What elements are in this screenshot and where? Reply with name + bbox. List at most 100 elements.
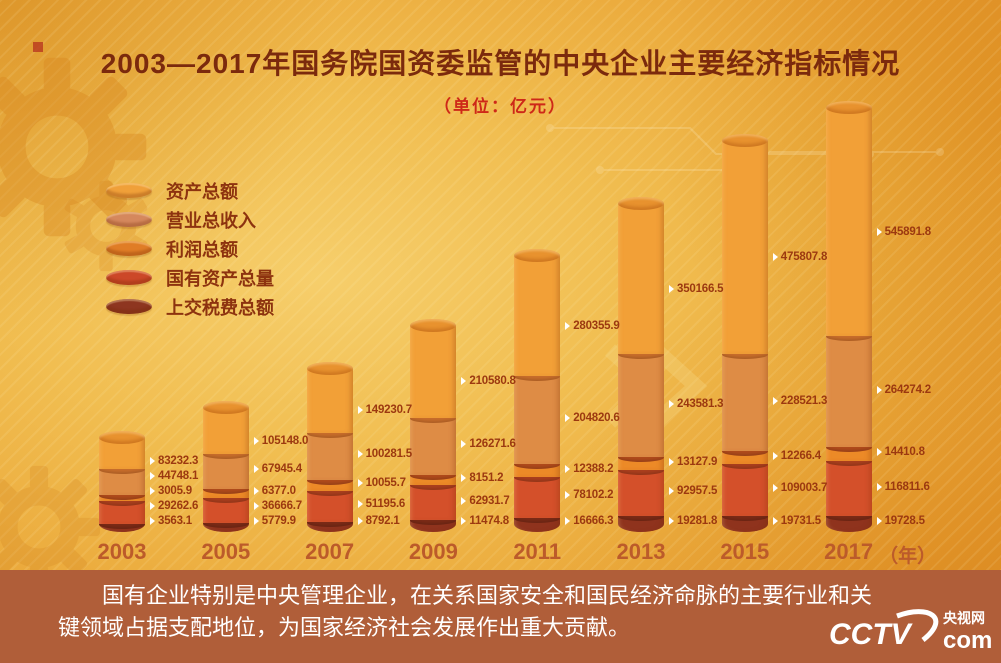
value-label-2013-profit: 13127.9 (669, 456, 717, 468)
bar-top-cap (202, 401, 249, 414)
value-label-2013-revenue: 243581.3 (669, 398, 724, 410)
x-axis-label-2003: 2003 (97, 539, 147, 564)
bar-segment-lip (514, 460, 561, 470)
value-label-2017-state: 116811.6 (877, 481, 930, 493)
bar-segment-lip (410, 471, 457, 481)
value-label-2011-state: 78102.2 (565, 489, 613, 501)
value-label-2011-assets: 280355.9 (565, 320, 620, 332)
bar-segment-revenue (202, 454, 249, 489)
value-label-2017-revenue: 264274.2 (877, 384, 932, 396)
value-label-2009-state: 62931.7 (461, 495, 509, 507)
bar-top-cap (618, 197, 664, 210)
bar-segment-lip (99, 465, 145, 475)
x-axis-label-2007: 2007 (305, 539, 355, 564)
value-label-2013-assets: 350166.5 (669, 283, 724, 295)
bar-segment-lip (306, 475, 353, 485)
legend-item-revenue: 营业总收入 (106, 205, 274, 234)
value-label-2009-profit: 8151.2 (461, 472, 503, 484)
legend: 资产总额 营业总收入 利润总额 国有资产总量 上交税费总额 (106, 176, 274, 321)
bar-segment-tax (306, 521, 353, 532)
bar-segment-lip (202, 450, 249, 460)
value-label-2007-profit: 10055.7 (358, 477, 406, 489)
value-label-2011-profit: 12388.2 (565, 463, 613, 475)
legend-swatch-0 (106, 183, 152, 198)
bar-segment-lip (514, 372, 561, 382)
bar-segment-lip (721, 350, 768, 360)
bar-segment-lip (202, 493, 249, 503)
bar-segment-state (721, 463, 768, 517)
value-label-2013-tax: 19281.8 (669, 515, 717, 527)
bar-segment-lip (202, 519, 249, 529)
bar-segment-lip (618, 350, 664, 360)
bar-segment-state (306, 490, 353, 522)
value-label-2011-tax: 16666.3 (565, 515, 613, 527)
value-label-2017-tax: 19728.5 (877, 515, 925, 527)
bar-segment-lip (721, 447, 768, 457)
value-label-2003-assets: 83232.3 (150, 455, 198, 467)
cctv-logo-domain: com (943, 627, 992, 654)
bar-segment-lip (202, 484, 249, 494)
cctv-logo: CCTV 央视网 com (827, 604, 995, 661)
bar-segment-lip (410, 516, 457, 526)
bar-segment-assets (514, 255, 561, 377)
x-axis-unit-suffix: （年） (879, 546, 937, 567)
bar-segment-tax (410, 520, 457, 532)
x-axis-label-2017: 2017 （年） (824, 539, 937, 567)
bar-top-cap (99, 431, 145, 444)
bar-top-cap (306, 362, 353, 375)
bar-segment-assets (618, 203, 664, 355)
value-label-2015-state: 109003.7 (773, 482, 828, 494)
bar-segment-lip (306, 428, 353, 438)
bar-segment-revenue (514, 376, 561, 465)
bar-segment-lip (721, 512, 768, 522)
bar-segment-lip (721, 459, 768, 469)
value-label-2003-profit: 3005.9 (150, 485, 192, 497)
value-label-2007-state: 51195.6 (358, 498, 406, 510)
x-axis-label-2009: 2009 (408, 539, 458, 564)
page-title: 2003—2017年国务院国资委监管的中央企业主要经济指标情况 (100, 48, 901, 79)
bar-segment-lip (514, 513, 561, 523)
value-label-2009-tax: 11474.8 (461, 515, 509, 527)
bar-top-cap (825, 101, 872, 114)
bar-segment-lip (618, 512, 664, 522)
value-label-2003-tax: 3563.1 (150, 515, 192, 527)
value-label-2015-assets: 475807.8 (773, 251, 828, 263)
value-label-2017-profit: 14410.8 (877, 446, 925, 458)
bar-segment-lip (99, 497, 145, 507)
value-label-2005-revenue: 67945.4 (254, 463, 302, 475)
legend-swatch-3 (106, 270, 152, 285)
bar-segment-lip (410, 413, 457, 423)
bar-segment-assets (202, 407, 249, 455)
legend-item-state-assets: 国有资产总量 (106, 263, 274, 292)
footer-band: 国有企业特别是中央管理企业，在关系国家安全和国民经济命脉的主要行业和关键领域占据… (0, 570, 1001, 663)
unit-label: （单位：亿元） (434, 97, 567, 116)
legend-item-assets: 资产总额 (106, 176, 274, 205)
bar-segment-lip (514, 472, 561, 482)
bar-segment-lip (825, 456, 872, 466)
bar-top-cap (721, 134, 768, 147)
legend-label: 利润总额 (166, 239, 238, 260)
value-label-2015-revenue: 228521.3 (773, 395, 828, 407)
x-axis-label-2005: 2005 (201, 539, 251, 564)
cctv-logo-swoosh (896, 609, 939, 642)
legend-item-tax: 上交税费总额 (106, 292, 274, 321)
bar-segment-profit (410, 475, 457, 485)
bar-segment-state (514, 476, 561, 518)
bar-segment-revenue (618, 354, 664, 458)
bar-segment-assets (306, 368, 353, 433)
value-label-2007-revenue: 100281.5 (358, 448, 413, 460)
bar-segment-state (99, 501, 145, 525)
legend-label: 营业总收入 (166, 210, 256, 231)
value-label-2009-assets: 210580.8 (461, 375, 516, 387)
bar-segment-state (410, 484, 457, 521)
bar-segment-profit (306, 479, 353, 491)
value-label-2013-state: 92957.5 (669, 485, 717, 497)
legend-item-profit: 利润总额 (106, 234, 274, 263)
header: 2003—2017年国务院国资委监管的中央企业主要经济指标情况 （单位：亿元） (0, 0, 1001, 117)
legend-swatch-4 (106, 299, 152, 314)
bar-top-cap (410, 319, 457, 332)
bar-segment-lip (618, 453, 664, 463)
value-label-2017-assets: 545891.8 (877, 226, 932, 238)
